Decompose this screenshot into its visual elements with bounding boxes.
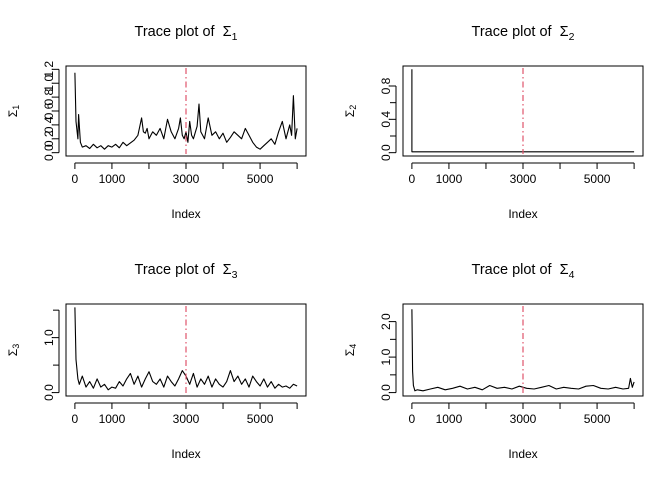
ylabel-subscript: 4	[348, 344, 358, 349]
y-tick-label: 0.4	[42, 116, 56, 133]
title-prefix: Trace plot of	[135, 262, 216, 278]
ylabel-subscript: 2	[348, 105, 358, 110]
title-prefix: Trace plot of	[472, 24, 553, 40]
trace-panel-1: 0 1000 3000 5000 0.00.20.40.60.81.01.2 Trace …	[6, 24, 307, 221]
x-tick-label: 0	[409, 172, 416, 186]
title-subscript: 2	[569, 31, 575, 43]
x-tick-label: 5000	[247, 412, 274, 426]
x-tick-label: 3000	[173, 412, 200, 426]
y-axis-label: Σ4	[343, 344, 358, 356]
y-tick-label: 0.0	[42, 144, 56, 161]
x-tick-label: 3000	[510, 172, 537, 186]
ylabel-subscript: 1	[11, 105, 21, 110]
title-symbol: Σ	[560, 262, 569, 278]
x-tick-label: 0	[72, 412, 79, 426]
y-tick-label: 0.4	[379, 111, 393, 128]
title-subscript: 3	[232, 269, 238, 281]
title-symbol: Σ	[223, 24, 232, 40]
x-tick-label: 1000	[436, 412, 463, 426]
ylabel-subscript: 3	[11, 344, 21, 349]
plot-frame	[402, 65, 644, 157]
trace-line	[411, 309, 635, 392]
y-axis-label: Σ1	[6, 105, 21, 117]
y-tick-label: 1.0	[42, 329, 56, 346]
ylabel-symbol: Σ	[6, 349, 20, 356]
y-tick-label: 0.8	[379, 77, 393, 94]
x-tick-label: 3000	[173, 172, 200, 186]
title-subscript: 1	[232, 31, 238, 43]
x-tick-label: 0	[409, 412, 416, 426]
y-tick-label: 0.8	[42, 88, 56, 105]
y-tick-label: 0.6	[42, 102, 56, 119]
y-axis-label: Σ2	[343, 105, 358, 117]
title-sep	[552, 24, 560, 40]
y-tick-label: 0.2	[42, 130, 56, 147]
y-tick-label: 2.0	[379, 313, 393, 330]
panel-title: Trace plot of Σ1	[135, 24, 238, 43]
y-tick-label: 0.0	[379, 384, 393, 401]
x-axis-label: Index	[508, 447, 537, 461]
panel-title: Trace plot of Σ3	[135, 262, 238, 281]
x-tick-label: 1000	[436, 172, 463, 186]
x-tick-label: 0	[72, 172, 79, 186]
x-axis-label: Index	[171, 447, 200, 461]
y-tick-label: 0.0	[42, 384, 56, 401]
title-prefix: Trace plot of	[472, 262, 553, 278]
title-symbol: Σ	[223, 262, 232, 278]
ylabel-symbol: Σ	[343, 349, 357, 356]
trace-line	[74, 307, 298, 391]
ylabel-symbol: Σ	[343, 110, 357, 117]
x-axis-label: Index	[508, 207, 537, 221]
y-tick-label: 1.0	[379, 348, 393, 365]
plot-frame	[402, 303, 644, 397]
x-tick-label: 1000	[99, 172, 126, 186]
plot-frame	[65, 65, 307, 157]
x-tick-label: 5000	[584, 412, 611, 426]
title-subscript: 4	[569, 269, 575, 281]
title-prefix: Trace plot of	[135, 24, 216, 40]
y-tick-label: 1.2	[42, 61, 56, 78]
x-axis-label: Index	[171, 207, 200, 221]
x-tick-label: 5000	[584, 172, 611, 186]
x-tick-label: 3000	[510, 412, 537, 426]
y-tick-label: 1.0	[42, 75, 56, 92]
x-tick-label: 1000	[99, 412, 126, 426]
y-axis-label: Σ3	[6, 344, 21, 356]
ylabel-symbol: Σ	[6, 110, 20, 117]
title-sep	[552, 262, 560, 278]
title-sep	[215, 262, 223, 278]
panel-title: Trace plot of Σ2	[472, 24, 575, 43]
y-tick-label: 0.0	[379, 144, 393, 161]
plot-frame	[65, 303, 307, 397]
title-symbol: Σ	[560, 24, 569, 40]
trace-line	[74, 72, 298, 150]
x-tick-label: 5000	[247, 172, 274, 186]
title-sep	[215, 24, 223, 40]
panel-title: Trace plot of Σ4	[472, 262, 575, 281]
